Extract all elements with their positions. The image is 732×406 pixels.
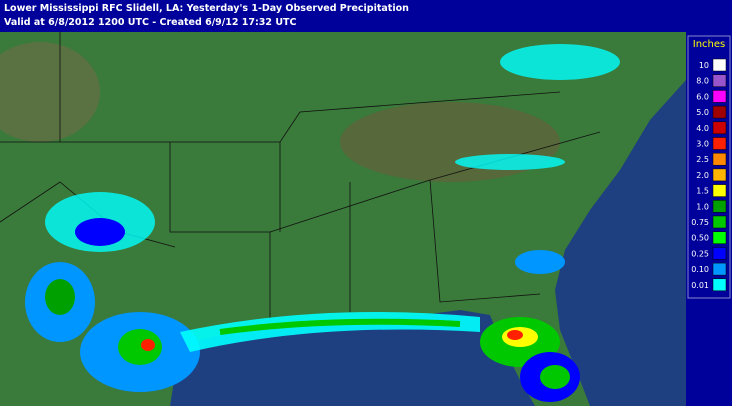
legend-swatch xyxy=(712,58,727,72)
title: Lower Mississippi RFC Slidell, LA: Yeste… xyxy=(4,3,409,14)
legend-swatch xyxy=(712,262,727,276)
legend-label: 0.75 xyxy=(691,218,709,227)
legend-label: 10 xyxy=(699,61,709,70)
legend-label: 1.5 xyxy=(696,187,709,196)
legend-label: 2.5 xyxy=(696,155,709,164)
legend-label: 6.0 xyxy=(696,92,709,101)
legend-label: 0.10 xyxy=(691,265,709,274)
terrain xyxy=(0,42,100,142)
legend-swatch xyxy=(712,74,727,87)
legend-label: 3.0 xyxy=(696,140,709,149)
legend-items: 10 8.0 6.0 5.0 4.0 3.0 2.5 2.0 1.5 1.0 0.75 0.50 0.2… xyxy=(691,58,727,292)
legend-swatch xyxy=(712,168,727,182)
borders xyxy=(0,32,601,322)
legend-swatch xyxy=(712,215,727,229)
legend-label: 5.0 xyxy=(696,108,709,117)
atlantic xyxy=(555,80,686,406)
terrain xyxy=(340,102,560,182)
legend-swatch xyxy=(712,200,727,213)
legend-swatch xyxy=(712,231,727,244)
legend-label: 2.0 xyxy=(696,171,709,180)
legend-swatch xyxy=(712,184,727,197)
legend-label: 1.0 xyxy=(696,202,709,211)
legend-swatch xyxy=(712,247,727,260)
legend-swatch xyxy=(712,105,727,119)
subtitle: Valid at 6/8/2012 1200 UTC - Created 6/9… xyxy=(4,17,297,28)
header: Lower Mississippi RFC Slidell, LA: Yeste… xyxy=(0,0,732,32)
legend-title: Inches xyxy=(693,39,726,50)
legend-swatch xyxy=(712,152,727,166)
legend-swatch xyxy=(712,137,727,150)
legend-label: 4.0 xyxy=(696,124,709,133)
legend-swatch xyxy=(712,121,727,135)
legend-label: 0.01 xyxy=(691,281,709,290)
map: Inches 10 8.0 6.0 5.0 4.0 3.0 2.5 2.0 1.5 1.0 0.75… xyxy=(0,32,732,406)
legend-swatch xyxy=(712,278,727,292)
legend-box xyxy=(687,35,731,299)
legend-label: 0.25 xyxy=(691,249,709,258)
legend-label: 0.50 xyxy=(691,234,709,243)
precipitation xyxy=(25,44,620,402)
legend-swatch xyxy=(712,90,727,103)
legend-label: 8.0 xyxy=(696,77,709,86)
